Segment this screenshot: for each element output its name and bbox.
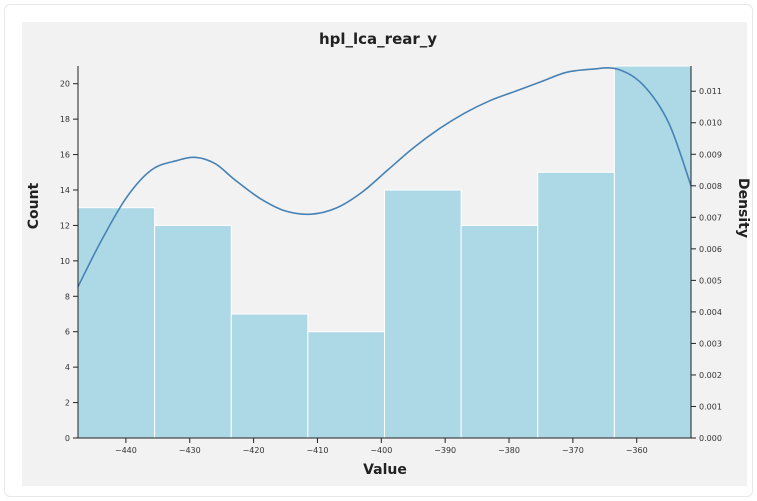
- y-tick-label: 8: [65, 292, 70, 301]
- x-tick-label: −360: [626, 446, 648, 455]
- y2-tick-label: 0.003: [699, 339, 722, 348]
- x-tick-label: −440: [115, 446, 137, 455]
- density-curve: [77, 67, 692, 288]
- x-axis-label: Value: [363, 462, 407, 478]
- y2-tick-label: 0.010: [699, 119, 722, 128]
- y2-tick-label: 0.000: [699, 434, 722, 443]
- histogram-bar: [307, 331, 385, 439]
- y-tick-label: 14: [60, 186, 70, 195]
- x-tick-label: −370: [562, 446, 584, 455]
- histogram-bar: [537, 171, 615, 439]
- x-tick-label: −380: [498, 446, 520, 455]
- y2-tick-label: 0.001: [699, 402, 722, 411]
- y2-tick-label: 0.008: [699, 182, 722, 191]
- y-tick-label: 2: [65, 399, 70, 408]
- y-tick-label: 10: [60, 257, 70, 266]
- y2-tick-label: 0.009: [699, 150, 722, 159]
- y2-tick-label: 0.007: [699, 213, 722, 222]
- histogram-bar: [230, 313, 309, 439]
- y2-tick-label: 0.011: [699, 87, 722, 96]
- histogram-bar: [613, 65, 692, 439]
- y2-tick-label: 0.006: [699, 245, 722, 254]
- y-tick-label: 16: [60, 151, 70, 160]
- y-tick-label: 18: [60, 115, 70, 124]
- histogram-bar: [384, 189, 462, 439]
- y-axis-label: Count: [26, 182, 42, 229]
- x-tick-label: −420: [243, 446, 265, 455]
- y-tick-label: 20: [60, 80, 70, 89]
- x-tick-label: −410: [306, 446, 328, 455]
- x-tick-label: −430: [179, 446, 201, 455]
- y-tick-label: 4: [65, 363, 70, 372]
- y-tick-label: 0: [65, 434, 70, 443]
- y-tick-label: 6: [65, 328, 70, 337]
- histogram-bar: [460, 224, 539, 439]
- y2-tick-label: 0.005: [699, 276, 722, 285]
- x-tick-label: −390: [434, 446, 456, 455]
- bars-layer: [77, 65, 692, 439]
- axes-layer: 0 2 4 6 8 10 12 14 16 18 20 0.000 0.001 0.002 0.003 0.0…: [60, 66, 722, 455]
- chart-title: hpl_lca_rear_y: [319, 30, 437, 48]
- y-tick-label: 12: [60, 221, 70, 230]
- histogram-bar: [154, 224, 232, 439]
- x-tick-label: −400: [370, 446, 392, 455]
- histogram-bar: [77, 207, 156, 439]
- y2-axis-label: Density: [735, 178, 751, 238]
- y2-tick-label: 0.002: [699, 371, 722, 380]
- y2-tick-label: 0.004: [699, 308, 722, 317]
